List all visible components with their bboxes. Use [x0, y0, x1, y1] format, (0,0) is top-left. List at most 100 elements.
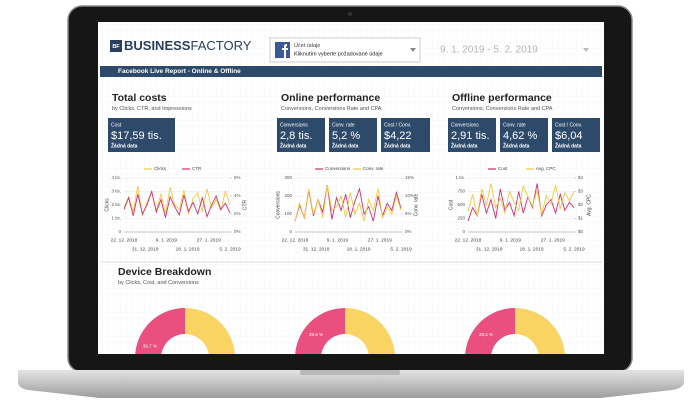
y2-tick-label: 5%: [405, 211, 412, 216]
kpi-label: Cost: [111, 122, 122, 128]
kpi-note: Žádná data: [332, 141, 359, 149]
y2-axis-title: Avg. CPC: [586, 194, 592, 216]
series-line: [467, 183, 575, 216]
series-line: [123, 189, 231, 219]
logo-light: FACTORY: [190, 38, 251, 53]
x-tick-label: 22. 12. 2018: [455, 237, 482, 243]
legend-label: Conversions: [325, 166, 351, 171]
y-tick-label: 300: [284, 175, 292, 180]
y2-tick-label: 15%: [405, 175, 414, 180]
date-arrow: [583, 48, 589, 52]
date-range[interactable]: 9. 1. 2019 - 5. 2. 2019: [440, 45, 538, 56]
y-tick-label: 0: [462, 229, 465, 234]
kpi-note: Žádná data: [111, 141, 138, 149]
y2-tick-label: $0: [578, 229, 584, 234]
donut-slice: [465, 308, 515, 354]
x-tick-label: 31. 12. 2018: [476, 246, 503, 252]
kpi-label: Conv. rate: [503, 122, 526, 128]
y2-tick-label: 0%: [234, 229, 241, 234]
panel-subtitle: by Clicks, CTR, and Impressions: [112, 106, 192, 112]
y-axis-title: Cost: [448, 199, 454, 210]
logo: BUSINESSFACTORY: [124, 38, 252, 53]
logo-bold: BUSINESS: [124, 38, 191, 53]
kpi-value: $17,59 tis.: [111, 130, 162, 142]
kpi-label: Cost / Conv.: [555, 122, 582, 128]
report-bar: [100, 66, 602, 77]
kpi-note: Žádná data: [555, 141, 582, 149]
kpi-card: [500, 118, 548, 152]
legend-label: CTR: [192, 166, 202, 171]
x-tick-label: 22. 12. 2018: [111, 237, 138, 243]
x-tick-label: 31. 12. 2018: [303, 246, 330, 252]
donut-slice: [515, 308, 565, 354]
x-tick-label: 18. 1. 2019: [347, 246, 371, 252]
panel-subtitle: Conversions, Conversions Rate and CPA: [281, 106, 382, 112]
kpi-note: Žádná data: [280, 141, 307, 149]
donut-slice: [295, 308, 345, 354]
facebook-f: [282, 44, 288, 58]
kpi-label: Conversions: [451, 122, 479, 128]
x-tick-label: 5. 2. 2019: [390, 246, 412, 252]
y-tick-label: 4 tis.: [111, 175, 121, 180]
account-label: Účet údaje: [294, 42, 320, 49]
y-tick-label: 100: [284, 211, 292, 216]
donut-slice: [345, 308, 395, 354]
dropdown-arrow: [410, 48, 416, 52]
y2-tick-label: 10%: [405, 193, 414, 198]
y2-tick-label: $4: [578, 175, 584, 180]
donut-label: 39,7 %: [143, 343, 157, 348]
panel-title: Offline performance: [452, 92, 552, 104]
kpi-card: [108, 118, 175, 152]
y-tick-label: 1 tis.: [111, 216, 121, 221]
donut-label: 28,6 %: [479, 332, 493, 337]
laptop-base: [18, 370, 684, 398]
kpi-note: Žádná data: [451, 141, 478, 149]
screen-grid: [98, 22, 604, 354]
y-tick-label: 200: [284, 193, 292, 198]
donut-label: 28,6 %: [309, 332, 323, 337]
account-hint: Kliknutím vyberte požadované údaje: [294, 51, 383, 57]
panel-title: Online performance: [281, 92, 380, 104]
x-tick-label: 22. 12. 2018: [282, 237, 309, 243]
y2-tick-label: 4%: [234, 193, 241, 198]
kpi-value: 2,8 tis.: [280, 130, 312, 142]
camera: [348, 12, 352, 16]
x-tick-label: 27. 1. 2019: [368, 237, 392, 243]
y-tick-label: 0: [289, 229, 292, 234]
y2-axis-title: CTR: [242, 199, 248, 210]
y-axis-title: Clicks: [104, 198, 110, 212]
kpi-value: $4,22: [384, 130, 412, 142]
donut-slice: [185, 308, 235, 354]
kpi-note: Žádná data: [384, 141, 411, 149]
kpi-card: [329, 118, 377, 152]
y-tick-label: 2 tis.: [111, 202, 121, 207]
y-tick-label: 0: [118, 229, 121, 234]
series-line: [467, 183, 575, 222]
y2-tick-label: 2%: [234, 211, 241, 216]
kpi-label: Conversions: [280, 122, 308, 128]
legend-label: Clicks: [154, 166, 167, 171]
y-tick-label: 750: [457, 189, 465, 194]
y2-tick-label: $3: [578, 189, 584, 194]
y2-axis-title: Conv. rate: [413, 193, 419, 216]
x-tick-label: 18. 1. 2019: [520, 246, 544, 252]
y2-tick-label: $2: [578, 202, 584, 207]
section-subtitle: by Clicks, Cost, and Conversions: [118, 280, 199, 286]
x-tick-label: 5. 2. 2019: [219, 246, 241, 252]
y2-tick-label: 6%: [234, 175, 241, 180]
kpi-card: [448, 118, 496, 152]
hinge-notch: [300, 370, 400, 375]
x-tick-label: 9. 1. 2019: [156, 237, 178, 243]
kpi-value: 2,91 tis.: [451, 130, 490, 142]
kpi-label: Cost / Conv.: [384, 122, 411, 128]
y-axis-title: Conversions: [275, 191, 281, 219]
dashboard: BF BUSINESSFACTORY Účet údaje Kliknutím …: [100, 37, 602, 354]
x-tick-label: 9. 1. 2019: [327, 237, 349, 243]
panel-title: Total costs: [112, 92, 167, 104]
section-title: Device Breakdown: [118, 266, 211, 278]
x-tick-label: 9. 1. 2019: [500, 237, 522, 243]
account-picker[interactable]: [269, 37, 421, 63]
series-line: [294, 185, 402, 222]
y2-tick-label: 0%: [405, 229, 412, 234]
